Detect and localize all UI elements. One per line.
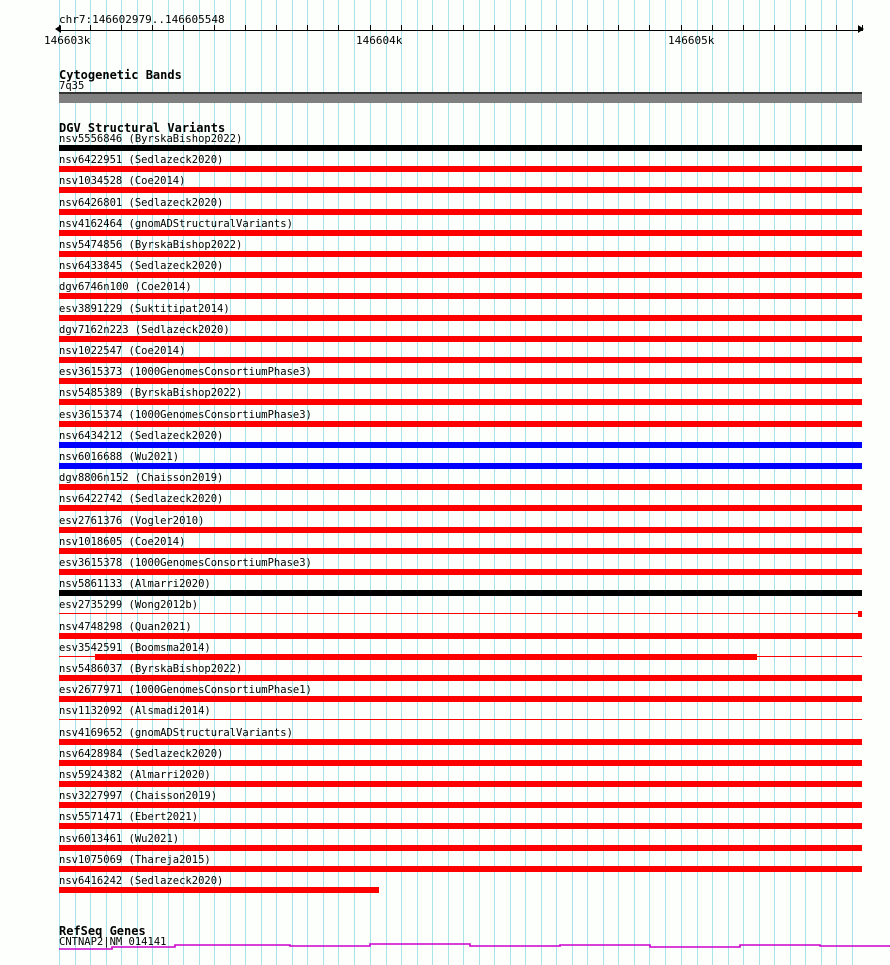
variant-bar[interactable]: [59, 781, 862, 787]
variant-label[interactable]: nsv5556846 (ByrskaBishop2022): [59, 133, 243, 145]
variant-label[interactable]: nsv6433845 (Sedlazeck2020): [59, 260, 224, 273]
variant-end-cap[interactable]: [858, 611, 862, 618]
variant-label[interactable]: nsv3227997 (Chaisson2019): [59, 790, 218, 803]
variant-label[interactable]: nsv1132092 (Alsmadi2014): [59, 705, 211, 718]
cytoband-bar[interactable]: [59, 92, 862, 103]
variant-thin-line[interactable]: [59, 613, 858, 615]
variant-bar[interactable]: [59, 802, 862, 809]
variant-bar[interactable]: [59, 823, 862, 830]
ruler-label-0: 146603k: [44, 34, 91, 47]
ruler-right-arrow-icon: [858, 25, 864, 33]
variant-bar[interactable]: [59, 335, 862, 342]
ruler-label-1: 146604k: [356, 34, 403, 47]
ruler-tick-26: [862, 25, 863, 31]
ruler-label-2: 146605k: [668, 34, 715, 47]
variant-bar[interactable]: [59, 484, 862, 491]
variant-label[interactable]: nsv4169652 (gnomADStructuralVariants): [59, 726, 293, 739]
gene-label[interactable]: CNTNAP2|NM_014141: [59, 936, 167, 948]
variant-label[interactable]: nsv6013461 (Wu2021): [59, 832, 180, 845]
variant-bar[interactable]: [59, 526, 862, 533]
variant-label[interactable]: nsv4162464 (gnomADStructuralVariants): [59, 217, 293, 230]
variant-label[interactable]: dgv7162n223 (Sedlazeck2020): [59, 323, 230, 336]
variant-label[interactable]: nsv6016688 (Wu2021): [59, 451, 180, 463]
variant-label[interactable]: nsv1018605 (Coe2014): [59, 535, 186, 548]
variant-bar[interactable]: [59, 887, 379, 893]
variant-bar[interactable]: [59, 441, 862, 448]
variant-bar[interactable]: [59, 696, 862, 703]
variant-label[interactable]: esv3891229 (Suktitipat2014): [59, 302, 230, 315]
variant-bar[interactable]: [59, 759, 862, 766]
ruler-axis-line: [59, 30, 862, 31]
variant-bar[interactable]: [59, 208, 862, 215]
variant-bar[interactable]: [59, 844, 862, 851]
variant-bar[interactable]: [59, 145, 862, 151]
variant-bar[interactable]: [59, 187, 862, 194]
variant-bar[interactable]: [59, 547, 862, 554]
variant-bar[interactable]: [59, 314, 862, 321]
cytoband-label[interactable]: 7q35: [59, 80, 85, 92]
variant-label[interactable]: nsv6428984 (Sedlazeck2020): [59, 747, 224, 760]
cytogenetic-bands-title: Cytogenetic Bands: [59, 68, 182, 82]
variant-label[interactable]: nsv5485389 (ByrskaBishop2022): [59, 387, 243, 400]
variant-label[interactable]: dgv6746n100 (Coe2014): [59, 281, 192, 294]
variant-bar[interactable]: [59, 505, 862, 512]
variant-bar[interactable]: [59, 463, 862, 469]
variant-bar[interactable]: [59, 293, 862, 300]
variant-bar[interactable]: [59, 675, 862, 681]
variant-label[interactable]: nsv6422742 (Sedlazeck2020): [59, 493, 224, 506]
variant-bar[interactable]: [59, 738, 862, 745]
variant-thin-line[interactable]: [59, 719, 862, 721]
variant-label[interactable]: nsv1075069 (Thareja2015): [59, 853, 211, 866]
variant-bar[interactable]: [59, 865, 862, 872]
variant-label[interactable]: esv2677971 (1000GenomesConsortiumPhase1): [59, 684, 312, 697]
variant-bar[interactable]: [59, 357, 862, 363]
variant-label[interactable]: nsv5474856 (ByrskaBishop2022): [59, 239, 243, 251]
variant-label[interactable]: nsv6422951 (Sedlazeck2020): [59, 154, 224, 167]
variant-bar[interactable]: [59, 590, 862, 597]
variant-label[interactable]: esv3542591 (Boomsma2014): [59, 641, 211, 654]
variant-bar[interactable]: [59, 399, 862, 406]
variant-label[interactable]: nsv6416242 (Sedlazeck2020): [59, 875, 224, 887]
variant-label[interactable]: esv2735299 (Wong2012b): [59, 599, 199, 612]
variant-label[interactable]: nsv1034528 (Coe2014): [59, 175, 186, 188]
refseq-track-title: RefSeq Genes: [59, 924, 146, 938]
variant-label[interactable]: nsv4748298 (Quan2021): [59, 620, 192, 633]
variant-bar[interactable]: [59, 272, 862, 279]
variant-label[interactable]: esv3615374 (1000GenomesConsortiumPhase3): [59, 408, 312, 421]
variant-label[interactable]: nsv5924382 (Almarri2020): [59, 769, 211, 781]
variant-label[interactable]: nsv5861133 (Almarri2020): [59, 578, 211, 591]
variant-label[interactable]: esv3615378 (1000GenomesConsortiumPhase3): [59, 557, 312, 569]
variant-label[interactable]: nsv6426801 (Sedlazeck2020): [59, 196, 224, 209]
variant-label[interactable]: esv2761376 (Vogler2010): [59, 514, 205, 527]
ruler-left-arrow-icon: [55, 25, 61, 33]
gene-intron-line: [59, 943, 890, 950]
variant-bar[interactable]: [59, 251, 862, 257]
variant-bar[interactable]: [95, 653, 757, 660]
variant-label[interactable]: nsv5486037 (ByrskaBishop2022): [59, 663, 243, 675]
variant-label[interactable]: dgv8806n152 (Chaisson2019): [59, 472, 224, 485]
variant-bar[interactable]: [59, 166, 862, 173]
variant-bar[interactable]: [59, 420, 862, 427]
variant-bar[interactable]: [59, 378, 862, 385]
variant-label[interactable]: esv3615373 (1000GenomesConsortiumPhase3): [59, 366, 312, 379]
variant-bar[interactable]: [59, 632, 862, 639]
variant-label[interactable]: nsv5571471 (Ebert2021): [59, 811, 199, 824]
variant-bar[interactable]: [59, 229, 862, 236]
variant-label[interactable]: nsv6434212 (Sedlazeck2020): [59, 429, 224, 442]
variant-label[interactable]: nsv1022547 (Coe2014): [59, 345, 186, 357]
variant-bar[interactable]: [59, 569, 862, 575]
